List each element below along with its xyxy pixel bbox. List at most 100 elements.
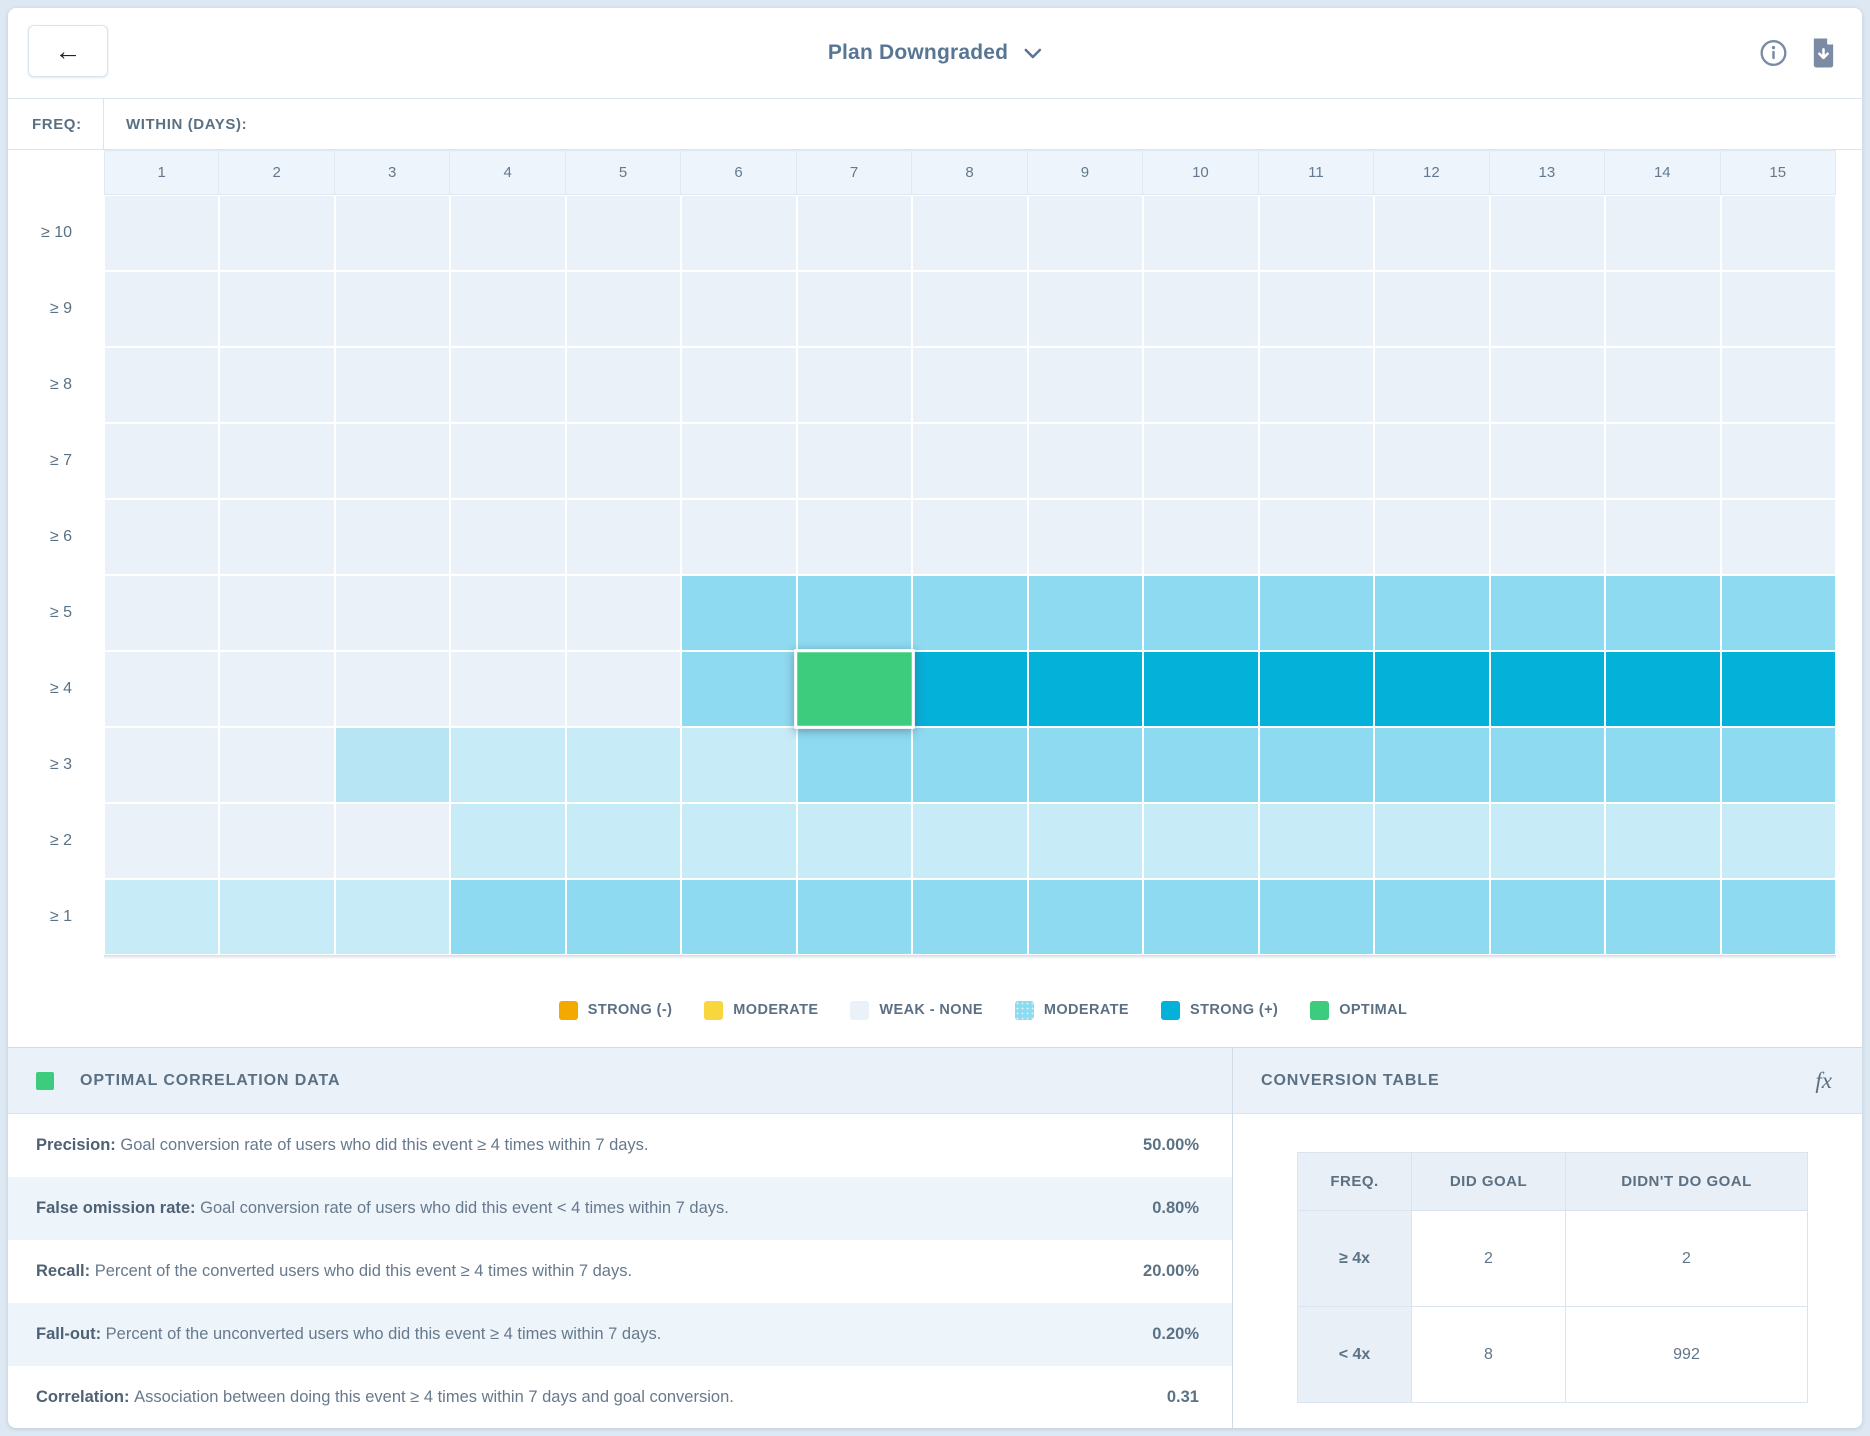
heatmap-cell[interactable] [1258, 575, 1375, 651]
heatmap-cell[interactable] [1374, 271, 1490, 347]
download-icon[interactable] [1811, 38, 1836, 68]
heatmap-cell[interactable] [681, 803, 797, 879]
heatmap-cell[interactable] [681, 423, 797, 499]
heatmap-cell[interactable] [1258, 803, 1375, 879]
heatmap-cell[interactable] [1720, 803, 1836, 879]
heatmap-cell[interactable] [1489, 271, 1606, 347]
heatmap-cell[interactable] [1258, 651, 1375, 727]
back-button[interactable]: ← [28, 25, 108, 77]
heatmap-cell[interactable] [912, 195, 1028, 271]
heatmap-cell[interactable] [681, 499, 797, 575]
heatmap-cell[interactable] [104, 195, 220, 271]
heatmap-cell[interactable] [104, 271, 220, 347]
heatmap-cell[interactable] [1489, 575, 1606, 651]
heatmap-cell[interactable] [796, 271, 913, 347]
heatmap-cell[interactable] [1720, 575, 1836, 651]
heatmap-cell[interactable] [104, 651, 220, 727]
heatmap-cell[interactable] [912, 727, 1028, 803]
heatmap-cell[interactable] [1605, 727, 1721, 803]
heatmap-cell[interactable] [450, 803, 566, 879]
heatmap-cell[interactable] [1374, 423, 1490, 499]
heatmap-cell[interactable] [1720, 195, 1836, 271]
heatmap-cell[interactable] [450, 575, 566, 651]
heatmap-cell[interactable] [912, 271, 1028, 347]
heatmap-cell[interactable] [1720, 879, 1836, 955]
heatmap-cell[interactable] [450, 195, 566, 271]
heatmap-cell[interactable] [104, 727, 220, 803]
heatmap-cell[interactable] [912, 879, 1028, 955]
heatmap-cell[interactable] [912, 423, 1028, 499]
heatmap-cell[interactable] [1143, 347, 1259, 423]
heatmap-cell[interactable] [450, 651, 566, 727]
heatmap-cell[interactable] [565, 195, 682, 271]
heatmap-cell[interactable] [796, 879, 913, 955]
heatmap-cell[interactable] [1489, 651, 1606, 727]
heatmap-cell[interactable] [1374, 651, 1490, 727]
heatmap-cell[interactable] [334, 271, 451, 347]
heatmap-cell[interactable] [334, 347, 451, 423]
heatmap-cell[interactable] [1143, 879, 1259, 955]
heatmap-cell[interactable] [1720, 271, 1836, 347]
heatmap-cell[interactable] [219, 499, 335, 575]
heatmap-cell[interactable] [1605, 423, 1721, 499]
heatmap-cell[interactable] [450, 347, 566, 423]
heatmap-cell[interactable] [1374, 803, 1490, 879]
heatmap-cell[interactable] [1027, 727, 1144, 803]
heatmap-cell[interactable] [1374, 727, 1490, 803]
heatmap-cell[interactable] [104, 499, 220, 575]
heatmap-cell[interactable] [912, 803, 1028, 879]
heatmap-cell[interactable] [912, 575, 1028, 651]
heatmap-cell[interactable] [681, 271, 797, 347]
heatmap-cell[interactable] [1489, 347, 1606, 423]
formula-icon[interactable]: fx [1815, 1067, 1832, 1093]
heatmap-cell[interactable] [334, 651, 451, 727]
heatmap-cell[interactable] [1489, 879, 1606, 955]
heatmap-cell[interactable] [1258, 347, 1375, 423]
heatmap-cell[interactable] [1258, 499, 1375, 575]
info-icon[interactable] [1760, 40, 1787, 67]
heatmap-cell[interactable] [1605, 195, 1721, 271]
heatmap-cell[interactable] [1258, 727, 1375, 803]
heatmap-cell[interactable] [1720, 651, 1836, 727]
heatmap-cell[interactable] [565, 803, 682, 879]
heatmap-cell[interactable] [796, 195, 913, 271]
heatmap-cell[interactable] [1605, 347, 1721, 423]
heatmap-cell[interactable] [565, 651, 682, 727]
heatmap-cell[interactable] [1143, 271, 1259, 347]
heatmap-cell[interactable] [1027, 195, 1144, 271]
heatmap-cell[interactable] [1605, 651, 1721, 727]
heatmap-cell[interactable] [1720, 347, 1836, 423]
heatmap-cell[interactable] [1143, 195, 1259, 271]
heatmap-cell[interactable] [1489, 727, 1606, 803]
heatmap-cell[interactable] [450, 879, 566, 955]
heatmap-cell[interactable] [104, 803, 220, 879]
heatmap-cell[interactable] [450, 499, 566, 575]
heatmap-cell[interactable] [1605, 879, 1721, 955]
heatmap-cell[interactable] [565, 879, 682, 955]
heatmap-cell[interactable] [681, 879, 797, 955]
heatmap-cell[interactable] [334, 575, 451, 651]
heatmap-cell[interactable] [219, 271, 335, 347]
heatmap-cell[interactable] [1489, 423, 1606, 499]
heatmap-cell[interactable] [681, 195, 797, 271]
heatmap-cell[interactable] [796, 499, 913, 575]
heatmap-cell[interactable] [1605, 575, 1721, 651]
heatmap-cell[interactable] [334, 195, 451, 271]
heatmap-cell[interactable] [565, 423, 682, 499]
heatmap-cell[interactable] [681, 347, 797, 423]
heatmap-cell[interactable] [1027, 271, 1144, 347]
heatmap-cell[interactable] [1027, 347, 1144, 423]
heatmap-cell[interactable] [1489, 195, 1606, 271]
heatmap-cell[interactable] [565, 727, 682, 803]
heatmap-cell[interactable] [1720, 727, 1836, 803]
heatmap-cell[interactable] [565, 499, 682, 575]
heatmap-cell[interactable] [796, 347, 913, 423]
heatmap-cell[interactable] [912, 499, 1028, 575]
heatmap-cell[interactable] [1258, 271, 1375, 347]
heatmap-cell[interactable] [104, 347, 220, 423]
heatmap-cell[interactable] [1258, 879, 1375, 955]
heatmap-cell[interactable] [334, 499, 451, 575]
heatmap-cell[interactable] [334, 423, 451, 499]
heatmap-cell[interactable] [1027, 575, 1144, 651]
heatmap-cell[interactable] [334, 803, 451, 879]
